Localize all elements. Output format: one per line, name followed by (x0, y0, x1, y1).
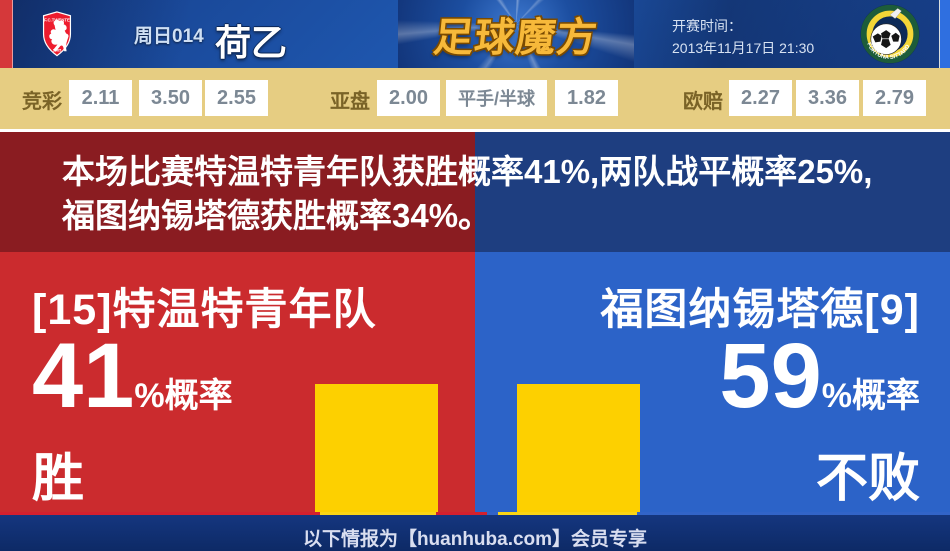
svg-text:1965: 1965 (53, 48, 62, 52)
